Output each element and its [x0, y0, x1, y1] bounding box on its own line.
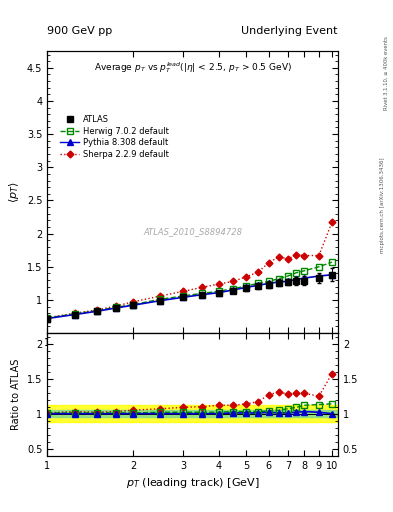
- Text: Rivet 3.1.10, ≥ 400k events: Rivet 3.1.10, ≥ 400k events: [384, 36, 389, 110]
- Y-axis label: Ratio to ATLAS: Ratio to ATLAS: [11, 359, 21, 430]
- Text: mcplots.cern.ch [arXiv:1306.3436]: mcplots.cern.ch [arXiv:1306.3436]: [380, 157, 385, 252]
- Legend: ATLAS, Herwig 7.0.2 default, Pythia 8.308 default, Sherpa 2.2.9 default: ATLAS, Herwig 7.0.2 default, Pythia 8.30…: [57, 112, 172, 162]
- Y-axis label: $\langle p_T \rangle$: $\langle p_T \rangle$: [7, 181, 21, 203]
- Text: ATLAS_2010_S8894728: ATLAS_2010_S8894728: [143, 227, 242, 236]
- Text: 900 GeV pp: 900 GeV pp: [47, 26, 112, 36]
- Text: Underlying Event: Underlying Event: [241, 26, 338, 36]
- X-axis label: $p_T$ (leading track) [GeV]: $p_T$ (leading track) [GeV]: [126, 476, 259, 490]
- Text: Average $p_T$ vs $p_T^{lead}$(|$\eta$| < 2.5, $p_T$ > 0.5 GeV): Average $p_T$ vs $p_T^{lead}$(|$\eta$| <…: [94, 60, 292, 75]
